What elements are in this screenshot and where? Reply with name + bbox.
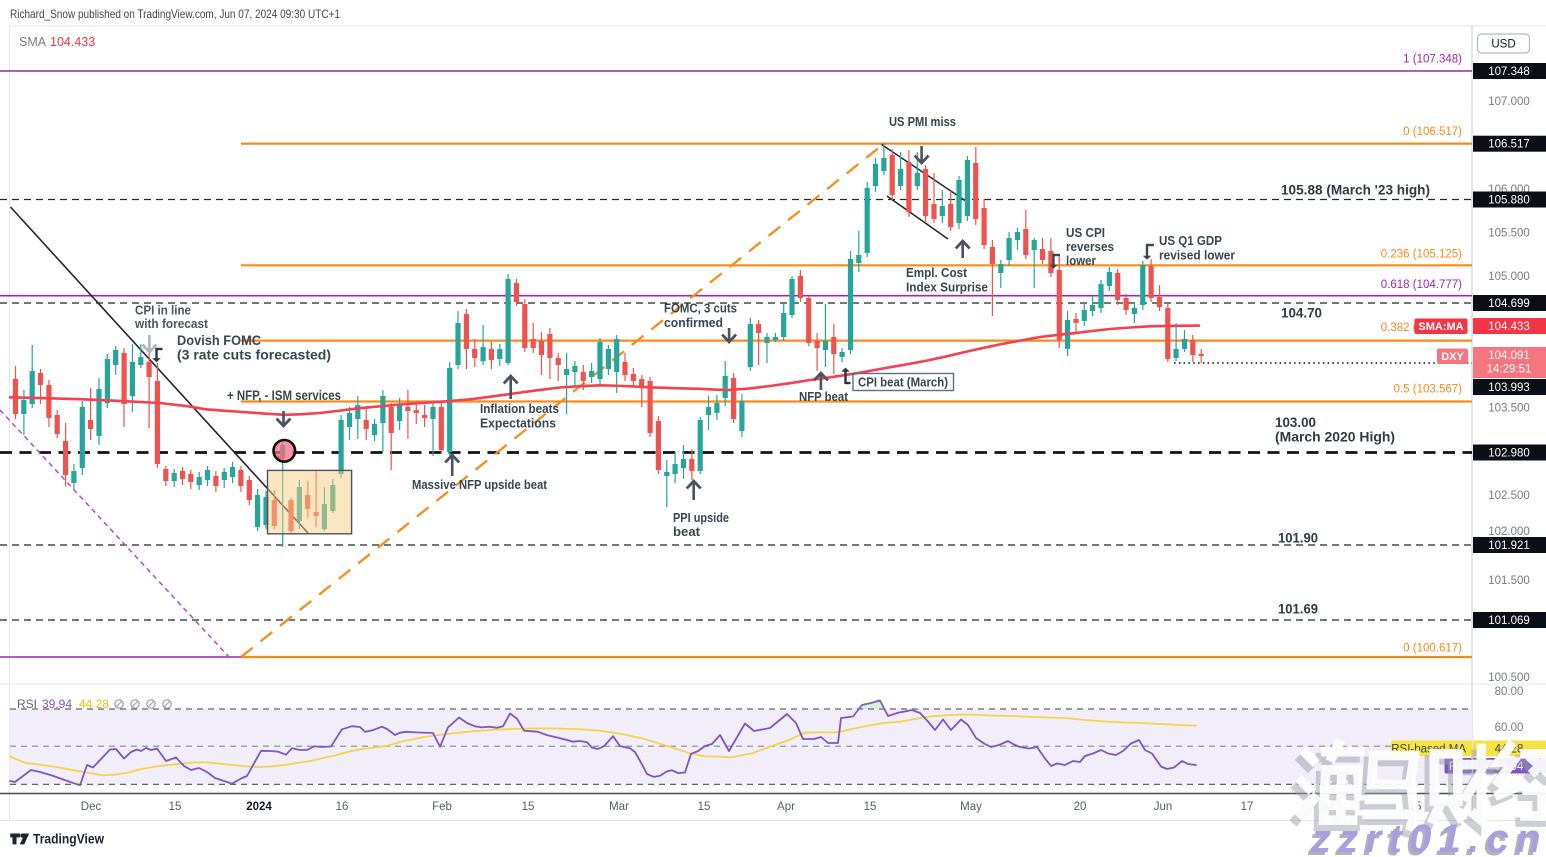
svg-text:PPI upside: PPI upside (673, 510, 729, 525)
svg-text:Index Surprise: Index Surprise (906, 280, 988, 295)
svg-text:101.069: 101.069 (1488, 615, 1530, 627)
svg-text:0.5 (103.567): 0.5 (103.567) (1394, 384, 1463, 396)
svg-text:0 (106.517): 0 (106.517) (1403, 126, 1462, 138)
svg-text:0.618 (104.777): 0.618 (104.777) (1381, 279, 1462, 291)
svg-text:SMA:MA: SMA:MA (1418, 321, 1463, 333)
svg-text:Richard_Snow published on Trad: Richard_Snow published on TradingView.co… (10, 7, 340, 21)
svg-text:DXY: DXY (1441, 351, 1464, 363)
svg-text:lower: lower (1066, 253, 1096, 268)
svg-text:15: 15 (169, 801, 182, 813)
svg-text:Massive NFP upside beat: Massive NFP upside beat (412, 477, 548, 492)
svg-text:60.00: 60.00 (1495, 722, 1524, 734)
svg-text:reverses: reverses (1066, 239, 1114, 254)
svg-text:103.00: 103.00 (1275, 415, 1316, 430)
svg-text:106.517: 106.517 (1488, 139, 1530, 151)
svg-text:107.348: 107.348 (1488, 66, 1530, 78)
svg-text:14:29:51: 14:29:51 (1487, 364, 1532, 376)
svg-text:USD: USD (1491, 39, 1515, 51)
svg-text:104.70: 104.70 (1281, 306, 1322, 321)
svg-text:102.000: 102.000 (1488, 526, 1530, 538)
svg-text:101.69: 101.69 (1278, 602, 1318, 617)
svg-text:revised lower: revised lower (1159, 248, 1235, 263)
svg-text:105.500: 105.500 (1488, 228, 1530, 240)
svg-text:101.921: 101.921 (1488, 540, 1530, 552)
svg-text:(March 2020 High): (March 2020 High) (1275, 430, 1395, 445)
svg-text:17: 17 (1241, 801, 1254, 813)
svg-text:104.433: 104.433 (50, 35, 95, 49)
svg-text:1 (107.348): 1 (107.348) (1403, 54, 1462, 66)
svg-text:16: 16 (336, 801, 349, 813)
svg-text:US PMI miss: US PMI miss (889, 114, 956, 129)
svg-text:101.90: 101.90 (1278, 531, 1318, 546)
svg-text:15: 15 (522, 801, 535, 813)
svg-text:2024: 2024 (246, 801, 272, 813)
svg-text:Jun: Jun (1154, 801, 1173, 813)
svg-text:15: 15 (864, 801, 877, 813)
svg-text:39.94: 39.94 (42, 697, 72, 711)
svg-text:zzrt01.cn: zzrt01.cn (1310, 817, 1546, 857)
svg-text:Apr: Apr (777, 801, 795, 813)
svg-text:107.000: 107.000 (1488, 96, 1530, 108)
svg-text:FOMC, 3 cuts: FOMC, 3 cuts (664, 301, 737, 316)
svg-text:May: May (960, 801, 982, 813)
svg-text:zzrt01.cn: zzrt01.cn (1307, 820, 1545, 857)
svg-text:103.993: 103.993 (1488, 382, 1530, 394)
svg-text:Empl. Cost: Empl. Cost (906, 265, 968, 280)
svg-text:104.699: 104.699 (1488, 298, 1530, 310)
svg-text:Feb: Feb (432, 801, 452, 813)
svg-text:102.980: 102.980 (1488, 448, 1530, 460)
svg-text:CPI in line: CPI in line (135, 303, 191, 318)
svg-text:0 (100.617): 0 (100.617) (1403, 643, 1462, 655)
svg-text:100.500: 100.500 (1488, 672, 1530, 684)
svg-text:103.500: 103.500 (1488, 403, 1530, 415)
svg-text:+ NFP, - ISM services: + NFP, - ISM services (227, 388, 341, 403)
svg-text:Expectations: Expectations (480, 416, 556, 431)
svg-text:with forecast: with forecast (134, 316, 209, 331)
svg-text:NFP beat: NFP beat (799, 389, 849, 404)
svg-text:15: 15 (698, 801, 711, 813)
svg-text:105.000: 105.000 (1488, 271, 1530, 283)
svg-text:Dec: Dec (81, 801, 102, 813)
svg-text:104.091: 104.091 (1488, 350, 1530, 362)
svg-text:Inflation beats: Inflation beats (480, 401, 559, 416)
svg-text:(3 rate cuts forecasted): (3 rate cuts forecasted) (177, 348, 331, 363)
svg-text:80.00: 80.00 (1495, 686, 1524, 698)
svg-text:0.236 (105.125): 0.236 (105.125) (1381, 249, 1462, 261)
svg-text:US CPI: US CPI (1066, 225, 1105, 240)
svg-text:105.880: 105.880 (1488, 195, 1530, 207)
svg-text:Mar: Mar (609, 801, 629, 813)
svg-text:SMA: SMA (19, 35, 47, 49)
svg-text:20: 20 (1074, 801, 1087, 813)
svg-text:US Q1 GDP: US Q1 GDP (1159, 233, 1222, 248)
svg-text:102.500: 102.500 (1488, 490, 1530, 502)
svg-text:101.500: 101.500 (1488, 575, 1530, 587)
svg-text:confirmed: confirmed (664, 315, 723, 330)
svg-text:44.28: 44.28 (79, 697, 109, 711)
svg-text:beat: beat (673, 524, 701, 539)
svg-text:TradingView: TradingView (33, 831, 104, 847)
svg-text:Dovish FOMC: Dovish FOMC (177, 333, 261, 348)
svg-text:105.88 (March '23 high): 105.88 (March '23 high) (1281, 183, 1430, 198)
svg-text:CPI beat (March): CPI beat (March) (858, 376, 948, 390)
svg-text:104.433: 104.433 (1488, 321, 1530, 333)
svg-text:RSI: RSI (17, 697, 37, 711)
